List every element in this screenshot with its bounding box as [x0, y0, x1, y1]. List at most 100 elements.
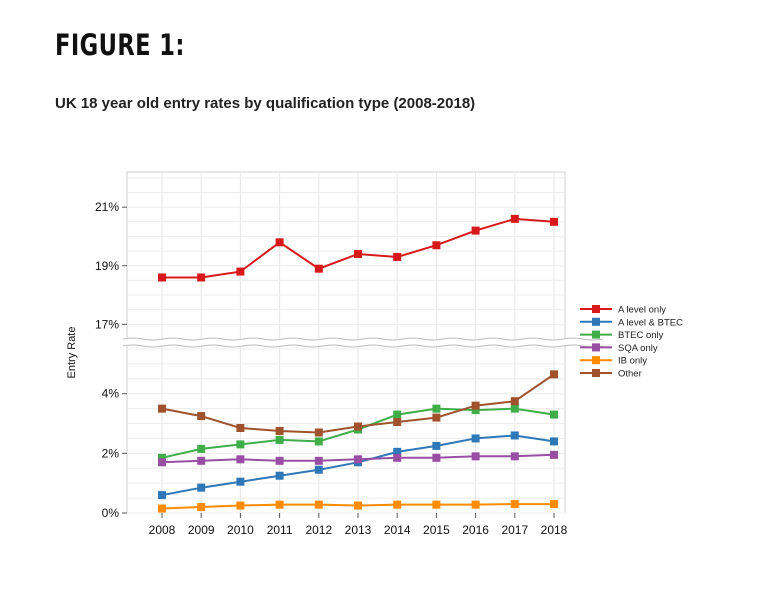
data-point: [158, 453, 166, 462]
y-axis-label: Entry Rate: [66, 327, 78, 379]
x-tick-label: 2009: [188, 523, 215, 537]
x-tick-label: 2016: [462, 523, 489, 537]
data-point: [432, 500, 441, 509]
data-point: [393, 252, 402, 261]
data-point: [510, 404, 519, 413]
x-tick-label: 2015: [423, 523, 450, 537]
data-point: [550, 217, 558, 226]
y-tick-label: 19%: [95, 259, 119, 273]
axis-break-band: [123, 339, 569, 346]
x-tick-label: 2014: [384, 523, 411, 537]
data-point: [471, 452, 480, 461]
figure-label: FIGURE 1:: [55, 28, 185, 62]
data-point: [314, 465, 323, 474]
legend-label: Other: [618, 369, 642, 380]
data-point: [354, 501, 362, 510]
data-point: [158, 504, 166, 513]
data-point: [510, 431, 519, 440]
data-point: [197, 456, 206, 465]
y-tick-label: 2%: [102, 446, 120, 460]
legend-label: A level only: [618, 305, 666, 316]
data-point: [275, 435, 284, 444]
data-point: [197, 444, 206, 453]
data-point: [314, 437, 323, 446]
x-tick-label: 2011: [267, 523, 293, 537]
data-point: [432, 441, 441, 450]
data-point: [510, 214, 519, 223]
data-point: [275, 456, 284, 465]
data-point: [510, 452, 519, 461]
data-point: [158, 458, 166, 467]
data-point: [550, 437, 558, 446]
data-point: [432, 404, 441, 413]
data-point: [393, 418, 402, 427]
legend-marker: [592, 305, 600, 313]
data-point: [275, 471, 284, 480]
data-point: [393, 500, 402, 509]
data-point: [275, 238, 284, 247]
legend-label: A level & BTEC: [618, 317, 683, 328]
legend-label: IB only: [618, 356, 647, 367]
data-point: [314, 456, 323, 465]
data-point: [471, 500, 480, 509]
data-point: [432, 413, 441, 422]
data-point: [354, 455, 362, 464]
y-tick-label: 0%: [102, 506, 120, 520]
data-point: [354, 422, 362, 431]
data-point: [393, 447, 402, 456]
data-point: [510, 500, 519, 509]
data-point: [471, 406, 480, 415]
data-point: [354, 250, 362, 259]
data-point: [432, 453, 441, 462]
data-point: [393, 453, 402, 462]
data-point: [236, 440, 245, 449]
legend-marker: [592, 317, 600, 326]
x-tick-label: 2018: [541, 523, 568, 537]
data-point: [197, 412, 206, 421]
data-point: [236, 267, 245, 276]
data-point: [550, 500, 558, 509]
legend-marker: [592, 343, 600, 352]
legend-marker: [592, 330, 600, 339]
data-point: [550, 410, 558, 419]
data-point: [236, 424, 245, 433]
data-point: [158, 491, 166, 500]
data-point: [550, 370, 558, 379]
data-point: [471, 401, 480, 410]
data-point: [471, 434, 480, 443]
data-point: [158, 273, 166, 282]
axis-break-line: [122, 344, 604, 348]
data-point: [510, 397, 519, 406]
data-point: [275, 500, 284, 509]
legend-label: SQA only: [618, 343, 658, 354]
data-point: [197, 483, 206, 492]
legend-marker: [592, 369, 600, 377]
data-point: [393, 410, 402, 419]
data-point: [236, 501, 245, 510]
data-point: [314, 428, 323, 437]
x-tick-label: 2008: [149, 523, 176, 537]
chart-title: UK 18 year old entry rates by qualificat…: [55, 95, 476, 112]
data-point: [314, 264, 323, 273]
data-point: [236, 455, 245, 464]
x-tick-label: 2017: [501, 523, 528, 537]
legend-label: BTEC only: [618, 330, 664, 341]
data-point: [471, 226, 480, 235]
y-tick-label: 4%: [102, 387, 120, 401]
legend-marker: [592, 356, 600, 365]
data-point: [158, 404, 166, 413]
x-tick-label: 2013: [345, 523, 372, 537]
data-point: [236, 477, 245, 486]
y-tick-label: 17%: [95, 317, 119, 331]
axis-break-line: [122, 337, 604, 341]
data-point: [432, 241, 441, 250]
y-tick-label: 21%: [95, 200, 119, 214]
x-tick-label: 2010: [227, 523, 254, 537]
data-point: [314, 500, 323, 509]
data-point: [197, 273, 206, 282]
data-point: [275, 426, 284, 435]
x-tick-label: 2012: [305, 523, 332, 537]
data-point: [550, 450, 558, 459]
data-point: [197, 503, 206, 512]
